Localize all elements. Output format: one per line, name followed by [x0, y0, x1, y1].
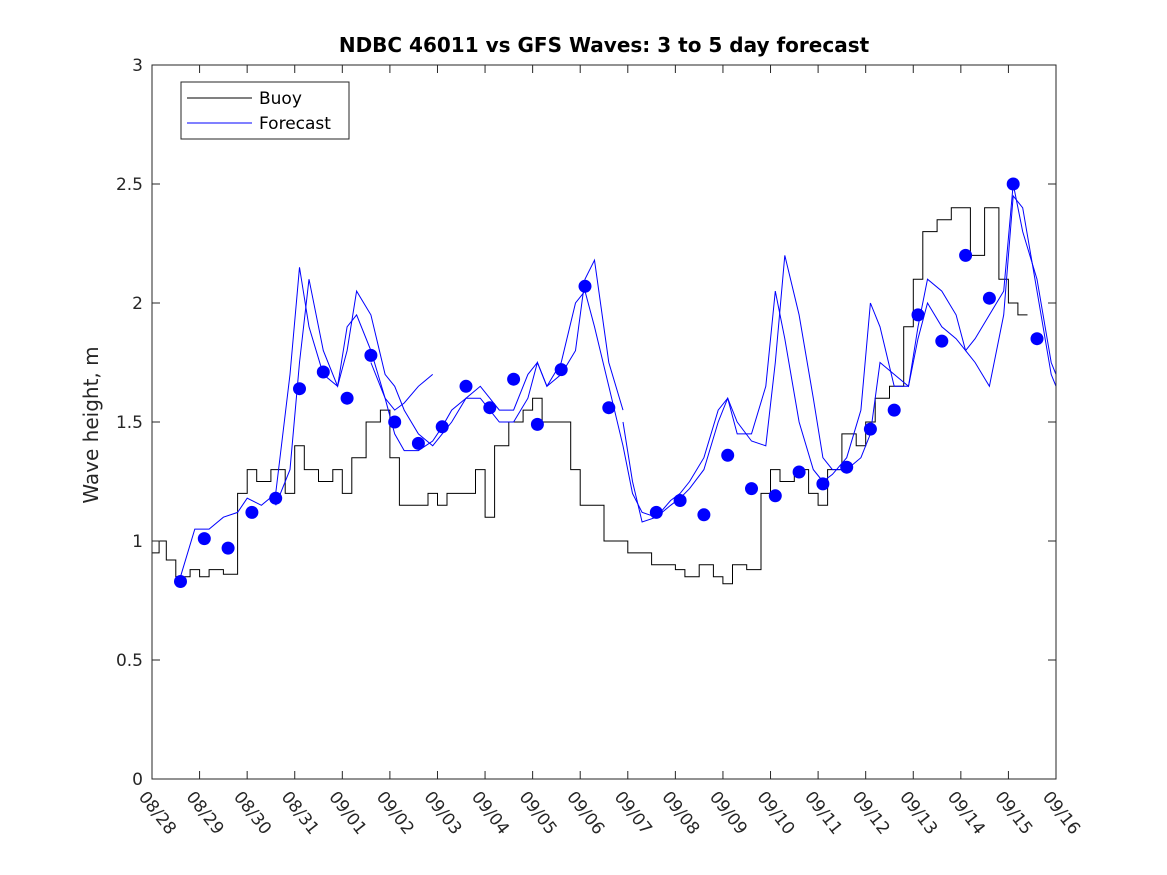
forecast-point: [435, 420, 449, 434]
y-tick-label: 2: [132, 294, 143, 314]
x-tick-label: 08/31: [277, 788, 323, 839]
forecast-point: [959, 248, 973, 262]
forecast-point: [197, 532, 211, 546]
x-tick-label: 09/09: [705, 788, 751, 839]
forecast-point: [340, 391, 354, 405]
y-tick-label: 1: [132, 532, 143, 552]
x-tick-label: 09/02: [372, 788, 418, 839]
x-tick-label: 09/08: [657, 788, 703, 839]
forecast-point: [673, 494, 687, 507]
forecast-point: [364, 348, 378, 362]
forecast-point: [697, 508, 711, 522]
forecast-point: [745, 482, 758, 496]
forecast-point: [174, 575, 187, 588]
x-tick-label: 09/01: [324, 788, 370, 839]
forecast-point: [935, 334, 949, 348]
y-tick-label: 0: [132, 770, 143, 790]
legend: Buoy Forecast: [180, 81, 350, 140]
x-tick-label: 09/05: [515, 788, 561, 839]
forecast-point: [507, 372, 521, 386]
chart-title: NDBC 46011 vs GFS Waves: 3 to 5 day fore…: [339, 33, 870, 57]
forecast-point: [911, 308, 925, 322]
x-tick-label: 08/30: [229, 788, 275, 839]
forecast-point: [1006, 177, 1020, 191]
forecast-point: [269, 491, 283, 505]
forecast-point: [459, 379, 473, 393]
plot-area: [152, 65, 1056, 779]
forecast-point: [578, 279, 592, 293]
x-tick-label: 09/04: [467, 788, 513, 839]
forecast-point: [221, 541, 235, 555]
legend-label-forecast: Forecast: [259, 114, 331, 134]
x-tick-label: 09/14: [943, 788, 989, 839]
forecast-point: [411, 436, 425, 450]
x-tick-label: 09/16: [1038, 788, 1084, 839]
x-tick-label: 09/07: [610, 788, 656, 839]
x-tick-label: 09/15: [990, 788, 1036, 839]
x-tick-label: 08/28: [134, 788, 180, 839]
forecast-point: [483, 401, 497, 415]
x-tick-label: 09/13: [895, 788, 941, 839]
forecast-point: [316, 365, 330, 379]
forecast-point: [530, 417, 544, 431]
forecast-point: [602, 401, 616, 415]
forecast-point: [792, 465, 806, 479]
x-tick-label: 09/06: [562, 788, 608, 839]
forecast-series-line-1: [180, 267, 434, 577]
forecast-point: [1030, 332, 1044, 346]
forecast-point: [649, 505, 663, 519]
y-tick-label: 2.5: [116, 175, 143, 195]
y-tick-label: 3: [132, 56, 143, 76]
y-tick-label: 0.5: [116, 651, 143, 671]
y-tick-label: 1.5: [116, 413, 143, 433]
forecast-point: [245, 505, 259, 519]
forecast-point: [887, 403, 901, 417]
x-tick-label: 09/03: [420, 788, 466, 839]
forecast-point: [863, 422, 877, 436]
legend-label-buoy: Buoy: [259, 89, 302, 109]
x-tick-label: 09/11: [800, 788, 846, 839]
forecast-point: [982, 291, 996, 305]
forecast-point: [721, 448, 735, 462]
y-axis-label: Wave height, m: [79, 346, 103, 503]
forecast-points-layer: [174, 177, 1044, 588]
forecast-point: [293, 382, 306, 396]
x-tick-label: 09/12: [848, 788, 894, 839]
y-axis: 0 0.5 1 1.5 2 2.5 3: [116, 56, 1056, 790]
forecast-point: [388, 415, 402, 429]
x-tick-label: 09/10: [753, 788, 799, 839]
forecast-point: [816, 477, 830, 491]
forecast-series-line-4: [622, 194, 1057, 523]
forecast-point: [554, 363, 568, 377]
legend-box: [180, 81, 350, 140]
x-tick-label: 08/29: [182, 788, 228, 839]
forecast-point: [840, 460, 854, 474]
forecast-point: [768, 489, 782, 503]
